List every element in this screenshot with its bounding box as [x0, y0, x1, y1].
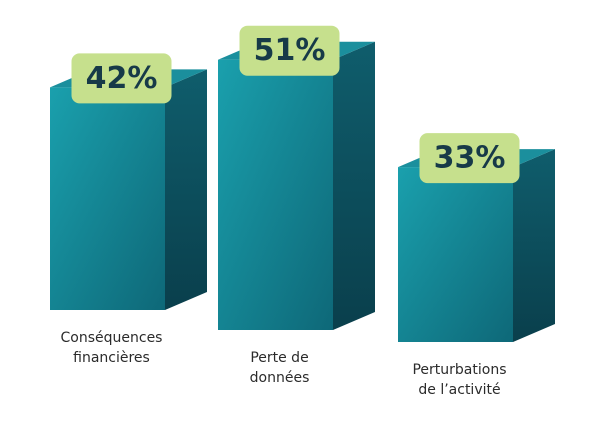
bar-side [333, 41, 375, 330]
value-label-box [71, 53, 172, 104]
value-label-box [419, 133, 520, 184]
value-label: 33% [434, 141, 506, 176]
category-label: financières [73, 350, 150, 366]
category-label: Conséquences [61, 330, 163, 346]
category-label: données [250, 370, 310, 386]
value-label-box [239, 25, 340, 76]
value-label: 42% [86, 61, 158, 96]
value-label: 51% [254, 33, 326, 68]
category-label: Perturbations [412, 362, 506, 378]
bar-side [513, 149, 555, 342]
bar-side [165, 69, 207, 311]
category-label: de l’activité [418, 382, 500, 398]
bar [218, 59, 333, 330]
bar [50, 87, 165, 311]
category-label: Perte de [250, 350, 308, 366]
bar [398, 167, 513, 342]
